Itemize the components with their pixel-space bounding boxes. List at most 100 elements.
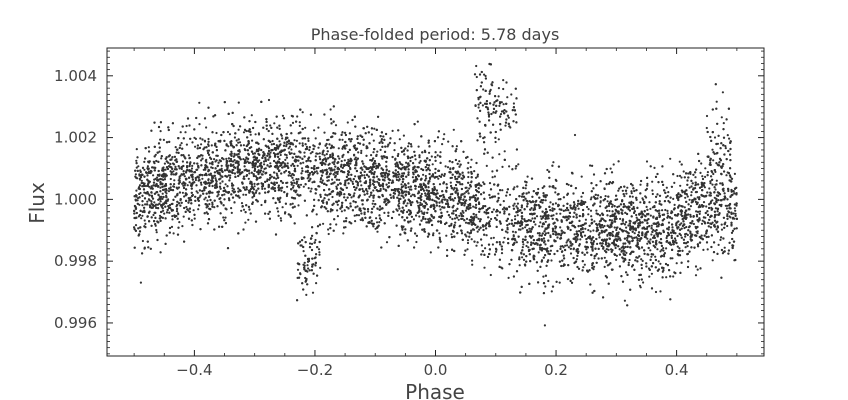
data-point	[314, 137, 317, 140]
data-point	[551, 207, 554, 210]
data-point	[313, 180, 316, 184]
data-point	[498, 153, 501, 156]
data-point	[385, 165, 388, 168]
data-point	[163, 212, 166, 215]
data-point	[698, 210, 702, 213]
data-point	[726, 214, 729, 218]
data-point	[242, 175, 246, 178]
data-point	[543, 324, 547, 327]
data-point	[164, 168, 167, 171]
data-point	[508, 193, 512, 196]
data-point	[709, 191, 712, 194]
data-point	[404, 194, 407, 197]
data-point	[376, 150, 379, 153]
data-point	[687, 172, 690, 175]
data-point	[415, 240, 418, 244]
data-point	[567, 246, 571, 249]
data-point	[538, 225, 541, 228]
data-point	[680, 176, 683, 179]
data-point	[575, 258, 579, 261]
data-point	[254, 133, 257, 136]
data-point	[388, 141, 391, 144]
data-point	[702, 248, 705, 251]
data-point	[420, 210, 423, 213]
data-point	[706, 171, 710, 174]
data-point	[279, 217, 282, 220]
data-point	[158, 214, 162, 217]
data-point	[173, 179, 176, 182]
data-point	[327, 232, 330, 236]
data-point	[493, 175, 496, 178]
data-point	[194, 145, 197, 148]
data-point	[197, 208, 200, 211]
data-point	[483, 266, 486, 269]
data-point	[683, 206, 686, 209]
data-point	[549, 234, 552, 237]
data-point	[453, 217, 457, 220]
data-point	[618, 237, 622, 240]
data-point	[726, 204, 729, 207]
data-point	[623, 299, 627, 302]
data-point	[700, 162, 703, 165]
data-point	[336, 203, 339, 206]
data-point	[290, 164, 293, 167]
data-point	[499, 113, 503, 116]
data-point	[311, 181, 314, 184]
data-point	[625, 192, 628, 195]
data-point	[467, 161, 470, 164]
data-point	[618, 187, 621, 190]
data-point	[532, 242, 535, 245]
data-point	[251, 139, 254, 142]
data-point	[285, 181, 288, 185]
data-point	[198, 146, 201, 150]
data-point	[310, 187, 313, 190]
data-point	[387, 181, 390, 184]
data-point	[713, 196, 716, 199]
data-point	[171, 218, 174, 221]
data-point	[506, 96, 509, 99]
data-point	[490, 237, 493, 240]
data-point	[443, 172, 446, 176]
data-point	[434, 171, 437, 174]
data-point	[420, 192, 423, 196]
data-point	[315, 282, 318, 285]
data-point	[694, 274, 698, 277]
data-point	[397, 152, 400, 156]
data-point	[270, 175, 273, 178]
data-point	[711, 148, 714, 151]
data-point	[342, 232, 345, 235]
data-point	[162, 138, 165, 141]
data-point	[278, 140, 281, 143]
data-point	[317, 146, 320, 149]
data-point	[409, 143, 413, 146]
data-point	[301, 111, 304, 114]
data-point	[296, 268, 300, 271]
data-point	[418, 207, 421, 211]
data-point	[292, 179, 295, 182]
data-point	[204, 196, 207, 199]
data-point	[370, 133, 373, 136]
data-point	[497, 95, 500, 98]
data-point	[353, 158, 356, 161]
data-point	[340, 210, 343, 213]
data-point	[539, 215, 542, 218]
data-point	[507, 276, 510, 279]
data-point	[205, 158, 208, 161]
data-point	[673, 203, 676, 206]
data-point	[432, 232, 435, 235]
data-point	[179, 131, 182, 134]
data-point	[179, 144, 182, 147]
data-point	[335, 185, 338, 188]
data-point	[685, 225, 688, 229]
data-point	[590, 196, 593, 199]
data-point	[219, 174, 222, 177]
data-point	[484, 74, 487, 78]
data-point	[611, 230, 615, 233]
data-point	[606, 234, 609, 237]
data-point	[584, 218, 588, 221]
data-point	[579, 238, 582, 241]
data-point	[170, 225, 174, 228]
data-point	[717, 243, 720, 246]
data-point	[678, 174, 682, 177]
data-point	[524, 226, 527, 229]
